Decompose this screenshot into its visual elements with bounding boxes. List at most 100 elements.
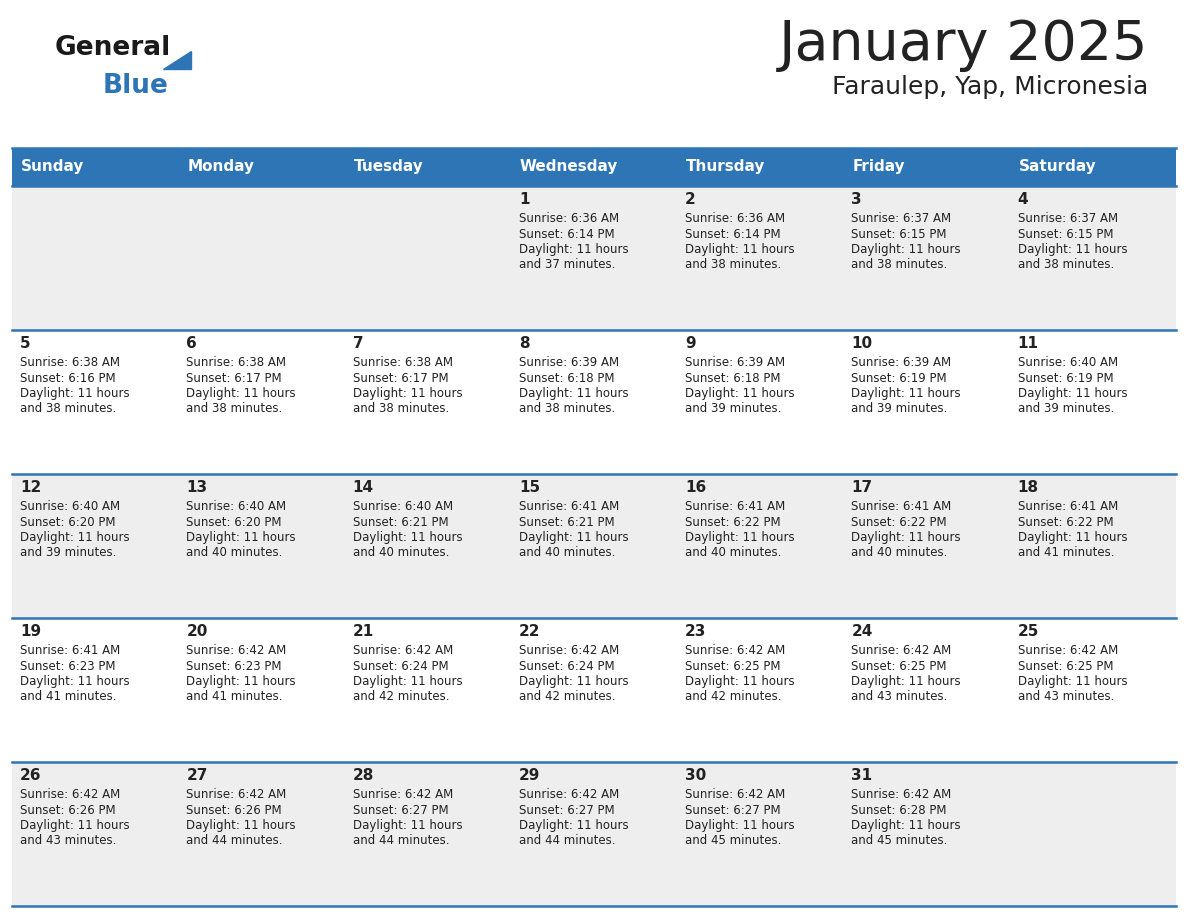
Text: Sunset: 6:18 PM: Sunset: 6:18 PM — [685, 372, 781, 385]
Bar — [1010, 186, 1176, 330]
Text: and 38 minutes.: and 38 minutes. — [1018, 259, 1114, 272]
Text: Daylight: 11 hours: Daylight: 11 hours — [519, 243, 628, 256]
Text: Sunset: 6:27 PM: Sunset: 6:27 PM — [685, 803, 781, 816]
Text: 19: 19 — [20, 624, 42, 639]
Text: 12: 12 — [20, 480, 42, 495]
Text: General: General — [55, 35, 171, 61]
Text: Sunrise: 6:41 AM: Sunrise: 6:41 AM — [852, 500, 952, 513]
Text: Daylight: 11 hours: Daylight: 11 hours — [852, 243, 961, 256]
Text: Sunset: 6:19 PM: Sunset: 6:19 PM — [852, 372, 947, 385]
Text: and 40 minutes.: and 40 minutes. — [187, 546, 283, 559]
Text: Sunrise: 6:41 AM: Sunrise: 6:41 AM — [20, 644, 120, 657]
Text: and 41 minutes.: and 41 minutes. — [187, 690, 283, 703]
Text: 7: 7 — [353, 336, 364, 351]
Text: Daylight: 11 hours: Daylight: 11 hours — [852, 675, 961, 688]
Bar — [1010, 148, 1176, 186]
Text: and 39 minutes.: and 39 minutes. — [1018, 402, 1114, 416]
Text: and 38 minutes.: and 38 minutes. — [685, 259, 782, 272]
Text: and 38 minutes.: and 38 minutes. — [519, 402, 615, 416]
Text: 17: 17 — [852, 480, 872, 495]
Text: Daylight: 11 hours: Daylight: 11 hours — [20, 531, 129, 544]
Text: and 41 minutes.: and 41 minutes. — [20, 690, 116, 703]
Text: 10: 10 — [852, 336, 872, 351]
Text: Sunset: 6:20 PM: Sunset: 6:20 PM — [20, 516, 115, 529]
Text: Daylight: 11 hours: Daylight: 11 hours — [519, 531, 628, 544]
Text: Sunrise: 6:39 AM: Sunrise: 6:39 AM — [685, 356, 785, 369]
Bar — [511, 148, 677, 186]
Text: and 38 minutes.: and 38 minutes. — [187, 402, 283, 416]
Bar — [12, 618, 178, 762]
Text: Sunrise: 6:42 AM: Sunrise: 6:42 AM — [852, 644, 952, 657]
Text: Sunset: 6:26 PM: Sunset: 6:26 PM — [20, 803, 115, 816]
Text: Wednesday: Wednesday — [520, 160, 618, 174]
Text: Daylight: 11 hours: Daylight: 11 hours — [353, 387, 462, 400]
Bar — [1010, 762, 1176, 906]
Text: 6: 6 — [187, 336, 197, 351]
Text: Sunrise: 6:42 AM: Sunrise: 6:42 AM — [685, 788, 785, 801]
Bar — [677, 474, 843, 618]
Bar — [511, 618, 677, 762]
Text: and 42 minutes.: and 42 minutes. — [519, 690, 615, 703]
Text: 15: 15 — [519, 480, 541, 495]
Text: 28: 28 — [353, 768, 374, 783]
Bar — [843, 618, 1010, 762]
Bar — [1010, 618, 1176, 762]
Text: 4: 4 — [1018, 192, 1029, 207]
Text: Sunset: 6:19 PM: Sunset: 6:19 PM — [1018, 372, 1113, 385]
Text: Sunset: 6:15 PM: Sunset: 6:15 PM — [852, 228, 947, 241]
Text: Sunrise: 6:40 AM: Sunrise: 6:40 AM — [353, 500, 453, 513]
Text: and 40 minutes.: and 40 minutes. — [685, 546, 782, 559]
Text: Thursday: Thursday — [687, 160, 765, 174]
Text: and 45 minutes.: and 45 minutes. — [685, 834, 782, 847]
Bar — [12, 148, 178, 186]
Text: Daylight: 11 hours: Daylight: 11 hours — [685, 531, 795, 544]
Text: Sunrise: 6:39 AM: Sunrise: 6:39 AM — [519, 356, 619, 369]
Text: Daylight: 11 hours: Daylight: 11 hours — [685, 243, 795, 256]
Text: Sunrise: 6:42 AM: Sunrise: 6:42 AM — [20, 788, 120, 801]
Text: and 40 minutes.: and 40 minutes. — [852, 546, 948, 559]
Text: Sunrise: 6:37 AM: Sunrise: 6:37 AM — [1018, 212, 1118, 225]
Text: Daylight: 11 hours: Daylight: 11 hours — [20, 819, 129, 832]
Text: and 44 minutes.: and 44 minutes. — [187, 834, 283, 847]
Bar — [345, 474, 511, 618]
Text: 25: 25 — [1018, 624, 1040, 639]
Text: and 38 minutes.: and 38 minutes. — [20, 402, 116, 416]
Text: Daylight: 11 hours: Daylight: 11 hours — [20, 675, 129, 688]
Text: and 38 minutes.: and 38 minutes. — [852, 259, 948, 272]
Text: Daylight: 11 hours: Daylight: 11 hours — [187, 387, 296, 400]
Bar — [345, 330, 511, 474]
Text: Sunset: 6:15 PM: Sunset: 6:15 PM — [1018, 228, 1113, 241]
Text: Sunset: 6:25 PM: Sunset: 6:25 PM — [1018, 659, 1113, 673]
Text: Sunset: 6:14 PM: Sunset: 6:14 PM — [519, 228, 614, 241]
Bar — [677, 148, 843, 186]
Bar — [677, 330, 843, 474]
Text: 2: 2 — [685, 192, 696, 207]
Bar — [677, 186, 843, 330]
Text: Daylight: 11 hours: Daylight: 11 hours — [852, 387, 961, 400]
Text: Daylight: 11 hours: Daylight: 11 hours — [1018, 531, 1127, 544]
Text: and 43 minutes.: and 43 minutes. — [1018, 690, 1114, 703]
Text: Daylight: 11 hours: Daylight: 11 hours — [353, 819, 462, 832]
Text: Sunrise: 6:42 AM: Sunrise: 6:42 AM — [519, 788, 619, 801]
Text: 24: 24 — [852, 624, 873, 639]
Bar — [345, 762, 511, 906]
Bar — [511, 330, 677, 474]
Text: Daylight: 11 hours: Daylight: 11 hours — [1018, 243, 1127, 256]
Text: Sunrise: 6:42 AM: Sunrise: 6:42 AM — [187, 644, 286, 657]
Text: and 39 minutes.: and 39 minutes. — [20, 546, 116, 559]
Text: 14: 14 — [353, 480, 374, 495]
Bar — [511, 474, 677, 618]
Bar — [843, 148, 1010, 186]
Bar — [12, 186, 178, 330]
Text: and 42 minutes.: and 42 minutes. — [353, 690, 449, 703]
Text: Daylight: 11 hours: Daylight: 11 hours — [685, 819, 795, 832]
Text: January 2025: January 2025 — [778, 18, 1148, 72]
Text: and 38 minutes.: and 38 minutes. — [353, 402, 449, 416]
Text: 9: 9 — [685, 336, 696, 351]
Text: 8: 8 — [519, 336, 530, 351]
Text: Sunset: 6:18 PM: Sunset: 6:18 PM — [519, 372, 614, 385]
Bar — [178, 186, 345, 330]
Text: Sunrise: 6:38 AM: Sunrise: 6:38 AM — [353, 356, 453, 369]
Bar — [511, 186, 677, 330]
Text: Sunset: 6:22 PM: Sunset: 6:22 PM — [1018, 516, 1113, 529]
